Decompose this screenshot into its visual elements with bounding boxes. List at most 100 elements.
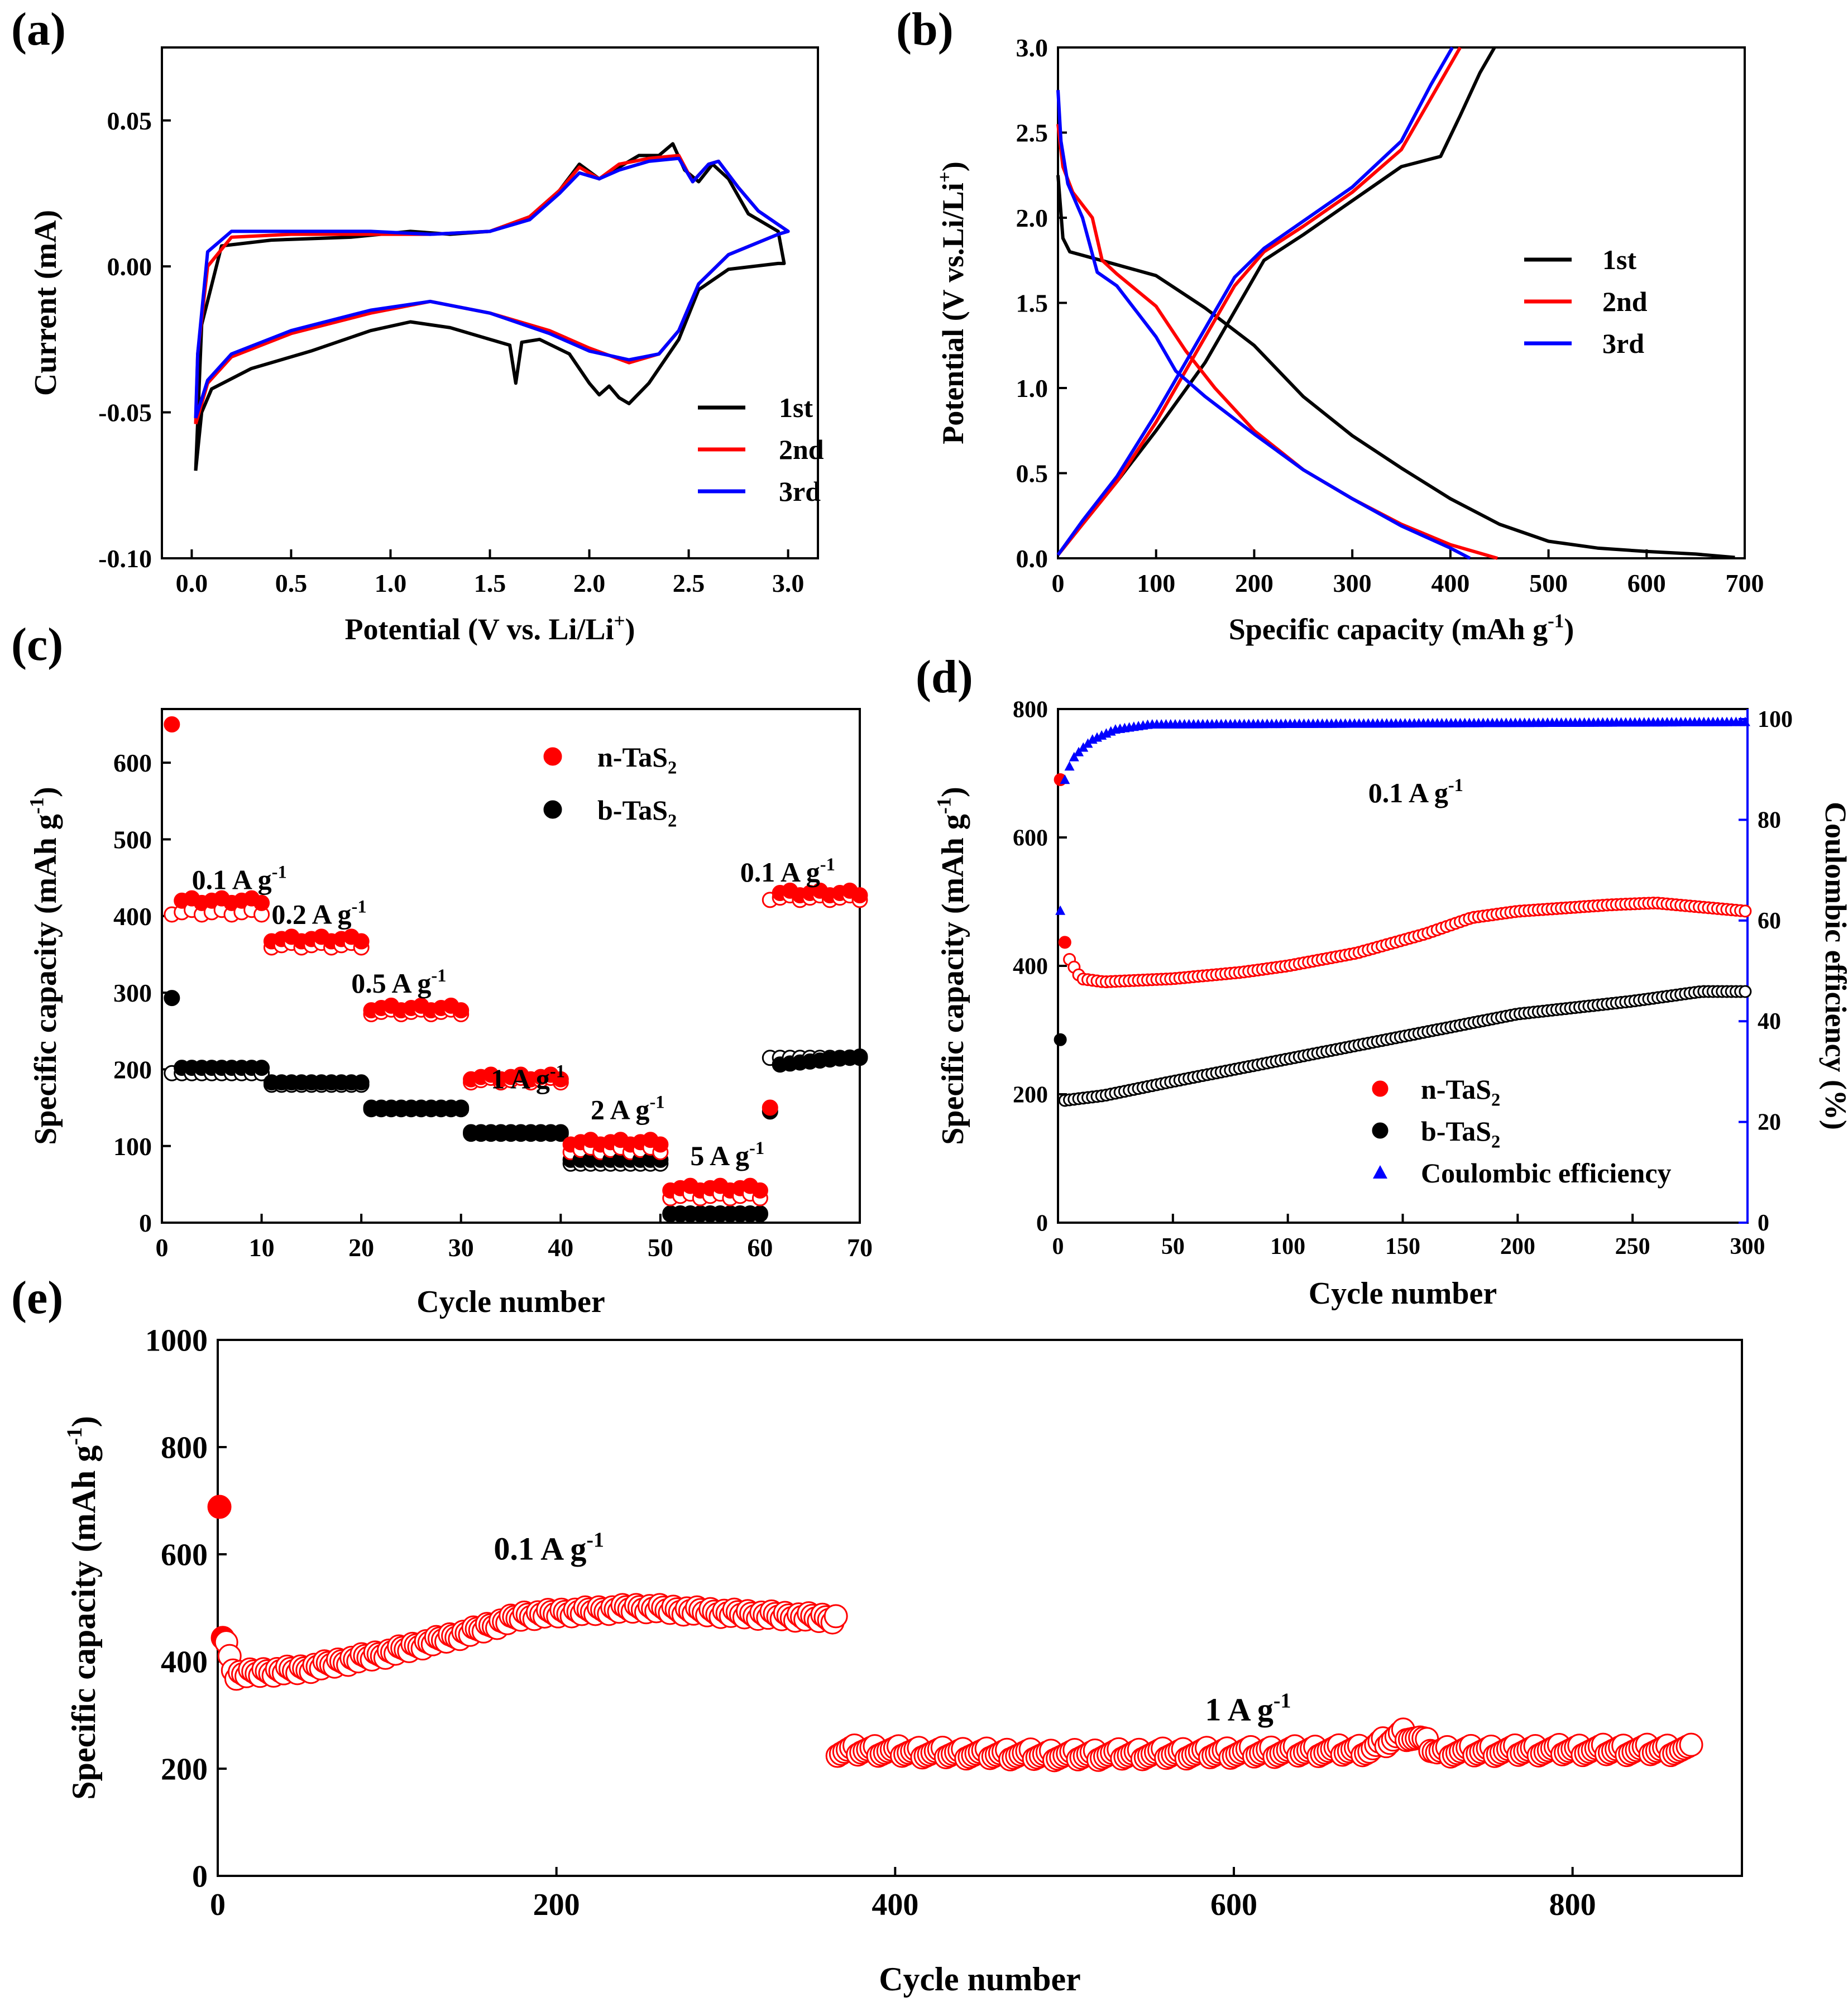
x-tick-label: 1.0: [375, 569, 407, 597]
rate-annotation-sup: -1: [550, 1062, 565, 1082]
b-TaS2-charge-point: [353, 1074, 370, 1091]
y-tick-label: 800: [161, 1431, 208, 1466]
rate-annotation: 2 A g-1: [591, 1093, 665, 1126]
low-rate-point: [207, 1495, 232, 1519]
x-tick-label: 250: [1615, 1234, 1650, 1260]
y-tick-label: 0: [192, 1860, 208, 1894]
plot-frame: [161, 46, 819, 559]
x-tick-label: 150: [1385, 1234, 1420, 1260]
n-TaS2-charge-point: [453, 1002, 470, 1019]
rate-annotation-base: 5 A g: [690, 1140, 749, 1171]
y-axis-label-end: ): [28, 787, 63, 797]
rate-annotation-sup: -1: [586, 1528, 604, 1551]
n-TaS2-point: [1739, 904, 1752, 918]
legend-label: b-TaS2: [597, 794, 677, 831]
n-TaS2-charge-point: [851, 887, 868, 904]
y2-tick-label: 80: [1758, 807, 1781, 833]
x-tick-label: 800: [1549, 1888, 1596, 1922]
x-tick-label: 0: [210, 1888, 226, 1922]
y-tick-label: 200: [113, 1055, 152, 1084]
x-tick-label: 200: [1500, 1234, 1535, 1260]
legend-label: 1st: [1602, 244, 1636, 275]
panel-d: 0 50 100 150 200 250 3000200400600800020406080…: [916, 651, 1848, 1311]
legend-label: 3rd: [779, 476, 821, 507]
y-axis-label-base: Specific capacity (mAh g: [65, 1445, 102, 1800]
y2-tick-label: 20: [1758, 1110, 1781, 1136]
low-rate-point: [824, 1604, 848, 1629]
x-tick-label: 40: [548, 1233, 573, 1262]
rate-annotation-base: 0.1 A g: [494, 1531, 586, 1567]
x-tick-label: 0: [1052, 569, 1065, 597]
y-tick-label: 0.00: [107, 252, 152, 281]
x-tick-label: 600: [1627, 569, 1666, 597]
y-axis-label-sup: -1: [933, 797, 955, 814]
rate-annotation-base: 0.1 A g: [192, 864, 272, 896]
n-TaS2-charge-point: [353, 933, 370, 950]
legend-label: 2nd: [779, 434, 824, 465]
rate-annotation-sup: -1: [1448, 775, 1463, 796]
legend-marker: [543, 747, 562, 766]
y-tick-label: 200: [161, 1752, 208, 1787]
y-tick-label: 400: [113, 902, 152, 931]
legend-label: n-TaS2: [1421, 1074, 1500, 1110]
panel-label-b: (b): [896, 3, 954, 55]
y-axis-label: Current (mA): [28, 210, 63, 396]
rate-annotation-sup: -1: [649, 1093, 664, 1113]
y-tick-label: 3.0: [1016, 33, 1049, 62]
y-axis-label-base: Specific capacity (mAh g: [28, 814, 63, 1145]
y-axis-label-base: Specific capacity (mAh g: [936, 814, 970, 1145]
x-tick-label: 50: [648, 1233, 673, 1262]
legend-marker: [543, 800, 562, 819]
b-TaS2-charge-point: [164, 990, 180, 1007]
rate-annotation: 1 A g-1: [491, 1062, 565, 1095]
y-axis-label-sup: -1: [63, 1427, 87, 1445]
x-tick-label: 500: [1529, 569, 1568, 597]
legend-label-base: n-TaS: [597, 741, 668, 773]
x-tick-label: 70: [847, 1233, 873, 1262]
rate-annotation-sup: -1: [272, 863, 287, 883]
y-tick-label: 600: [1013, 826, 1048, 851]
gcd-line-1st-discharge: [1056, 175, 1735, 559]
x-tick-label: 100: [1137, 569, 1175, 597]
x-axis-label-end: ): [625, 612, 635, 646]
x-tick-label: 200: [533, 1888, 580, 1922]
y-tick-label: 600: [161, 1538, 208, 1573]
rate-annotation: 0.1 A g-1: [1368, 775, 1463, 808]
rate-annotation-base: 0.5 A g: [351, 968, 431, 999]
x-axis-label: Specific capacity (mAh g-1): [1229, 610, 1574, 646]
y2-tick-label: 0: [1758, 1210, 1769, 1236]
rate-annotation: 5 A g-1: [690, 1138, 764, 1171]
x-tick-label: 400: [1431, 569, 1469, 597]
b-TaS2-point: [1739, 985, 1752, 998]
y-tick-label: 500: [113, 826, 152, 854]
y-tick-label: 0.0: [1016, 544, 1049, 573]
ce-point: [1069, 751, 1079, 762]
rate-annotation-base: 1 A g: [1205, 1692, 1274, 1728]
y-tick-label: 200: [1013, 1083, 1048, 1108]
x-axis-label-sup: +: [614, 610, 625, 631]
legend-label-sub: 2: [668, 811, 677, 831]
legend-label: n-TaS2: [597, 741, 677, 778]
legend-label: 1st: [779, 392, 813, 423]
ce-point: [1055, 905, 1066, 915]
y-axis-label: Specific capacity (mAh g-1): [933, 787, 970, 1145]
ce-point: [1064, 761, 1075, 771]
rate-annotation-sup: -1: [749, 1138, 764, 1158]
x-tick-label: 300: [1333, 569, 1372, 597]
x-axis-label-base: Potential (V vs. Li/Li: [344, 612, 614, 646]
gcd-line-2nd-charge: [1056, 46, 1462, 556]
y-tick-label: 300: [113, 979, 152, 1007]
rate-annotation: 1 A g-1: [1205, 1689, 1291, 1727]
x-tick-label: 60: [747, 1233, 773, 1262]
y-axis-label-sup: +: [933, 171, 955, 183]
panel-label-d: (d): [916, 651, 973, 703]
gcd-line-1st-charge: [1056, 46, 1496, 556]
x-tick-label: 0.5: [275, 569, 308, 597]
y-tick-label: 600: [113, 749, 152, 777]
n-TaS2-charge-point: [751, 1182, 768, 1199]
y-axis-label-end: ): [936, 161, 970, 171]
y-tick-label: 400: [1013, 954, 1048, 980]
rate-annotation-base: 0.1 A g: [740, 856, 820, 888]
y-tick-label: 400: [161, 1645, 208, 1680]
legend-label: 3rd: [1602, 328, 1644, 359]
